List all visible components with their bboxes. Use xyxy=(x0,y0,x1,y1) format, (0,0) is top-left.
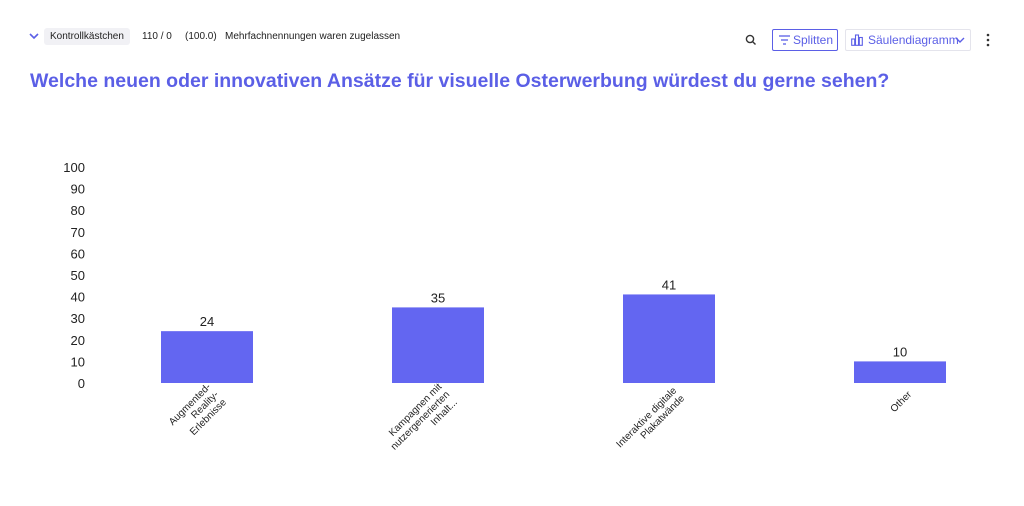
multiple-answers-note: Mehrfachnennungen waren zugelassen xyxy=(225,31,401,42)
more-vertical-icon[interactable] xyxy=(982,32,994,48)
question-toolbar: Kontrollkästchen 110 / 0 (100.0) Mehrfac… xyxy=(0,0,1024,60)
chart-type-dropdown[interactable]: Säulendiagramm xyxy=(845,29,971,51)
bar[interactable] xyxy=(623,294,715,383)
data-label: 41 xyxy=(662,277,676,292)
data-label: 10 xyxy=(893,344,907,359)
chevron-down-icon[interactable] xyxy=(28,30,40,42)
data-label: 35 xyxy=(431,290,445,305)
bar[interactable] xyxy=(161,331,253,383)
y-tick-label: 0 xyxy=(78,376,85,391)
question-type-badge: Kontrollkästchen xyxy=(44,28,130,45)
x-tick-label: Kampagnen mitnutzergeneriertenInhalt... xyxy=(381,381,460,460)
data-label: 24 xyxy=(200,314,214,329)
x-tick-label-line: Other xyxy=(889,389,915,415)
y-tick-label: 70 xyxy=(71,225,85,240)
filter-icon xyxy=(779,35,790,45)
bar[interactable] xyxy=(854,361,946,383)
x-tick-label: Other xyxy=(889,389,915,415)
x-tick-label: Augmented-Reality-Erlebnisse xyxy=(167,381,229,443)
y-tick-label: 80 xyxy=(71,203,85,218)
y-tick-label: 30 xyxy=(71,311,85,326)
y-tick-label: 90 xyxy=(71,182,85,197)
bar-chart-icon xyxy=(851,34,863,46)
split-button[interactable]: Splitten xyxy=(772,29,838,51)
bar[interactable] xyxy=(392,307,484,383)
response-count: 110 / 0 xyxy=(142,31,172,42)
y-tick-label: 60 xyxy=(71,246,85,261)
split-button-label: Splitten xyxy=(793,33,834,47)
y-tick-label: 50 xyxy=(71,268,85,283)
y-tick-label: 10 xyxy=(71,354,85,369)
bar-chart: 0 10 20 30 40 50 60 70 80 90 100 24 Augmented-Realit… xyxy=(63,160,946,460)
search-icon[interactable] xyxy=(744,33,758,47)
response-percent: (100.0) xyxy=(185,31,217,42)
x-tick-label: Interaktive digitalePlakatwände xyxy=(614,385,687,458)
y-tick-label: 40 xyxy=(71,290,85,305)
chart-type-label: Säulendiagramm xyxy=(868,33,959,47)
y-tick-label: 20 xyxy=(71,333,85,348)
question-title: Welche neuen oder innovativen Ansätze fü… xyxy=(30,70,890,92)
y-tick-label: 100 xyxy=(63,160,85,175)
chevron-down-icon xyxy=(955,37,965,43)
